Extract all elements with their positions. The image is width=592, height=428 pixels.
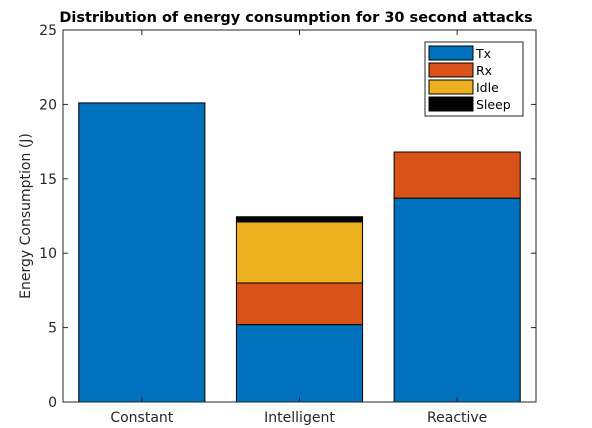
bar-intelligent-rx (235, 282, 364, 326)
y-tick-label: 15 (39, 172, 57, 188)
legend-label-sleep: Sleep (476, 97, 511, 112)
bar-intelligent-tx (235, 324, 364, 403)
plot-area: Constant Intelligent Reactive 0 5 10 15 20 25 (39, 23, 537, 426)
legend-swatch-sleep (428, 96, 474, 112)
legend-label-tx: Tx (475, 46, 491, 61)
x-tick-label: Intelligent (264, 410, 335, 426)
legend: Tx Rx Idle Sleep (424, 41, 524, 117)
y-axis-label: Energy Consumption (J) (18, 133, 34, 299)
legend-swatch-tx (428, 45, 474, 61)
bar-intelligent-sleep (235, 216, 364, 223)
chart-title: Distribution of energy consumption for 3… (59, 10, 532, 26)
y-tick-label: 20 (39, 97, 57, 113)
bar-constant-tx (78, 102, 206, 403)
axes-box (62, 29, 537, 403)
y-tick-label: 25 (39, 23, 57, 39)
x-tick-label: Reactive (427, 410, 487, 426)
legend-swatch-rx (428, 62, 474, 78)
x-tick-label: Constant (110, 410, 173, 426)
y-tick-label: 5 (48, 321, 57, 337)
y-tick-label: 10 (39, 246, 57, 262)
bar-reactive-rx (393, 151, 521, 199)
legend-label-rx: Rx (476, 63, 492, 78)
legend-swatch-idle (428, 79, 474, 95)
y-tick-label: 0 (48, 395, 57, 411)
bar-reactive-tx (393, 197, 521, 403)
bar-intelligent-idle (235, 221, 364, 284)
legend-label-idle: Idle (476, 80, 499, 95)
